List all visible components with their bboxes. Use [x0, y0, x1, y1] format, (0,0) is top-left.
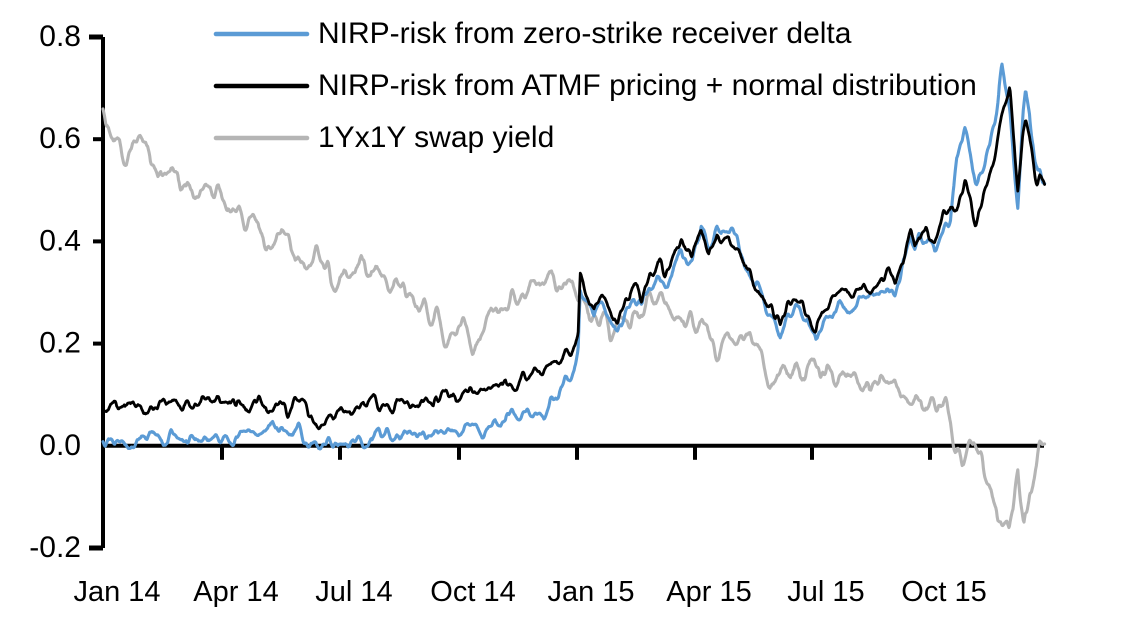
svg-text:Oct 15: Oct 15: [901, 576, 986, 608]
svg-text:Jan 14: Jan 14: [73, 576, 160, 608]
svg-text:-0.2: -0.2: [29, 531, 81, 564]
svg-text:Apr 14: Apr 14: [193, 576, 278, 608]
svg-text:1Yx1Y swap yield: 1Yx1Y swap yield: [318, 121, 554, 154]
svg-text:0.6: 0.6: [39, 122, 81, 155]
svg-text:Oct 14: Oct 14: [430, 576, 515, 608]
svg-text:0.0: 0.0: [39, 429, 81, 462]
svg-text:NIRP-risk from ATMF pricing +: NIRP-risk from ATMF pricing + normal dis…: [318, 69, 977, 102]
svg-text:0.2: 0.2: [39, 327, 81, 360]
svg-text:Jan 15: Jan 15: [547, 576, 634, 608]
svg-text:Jul 14: Jul 14: [315, 576, 392, 608]
svg-text:Apr 15: Apr 15: [666, 576, 751, 608]
svg-text:0.4: 0.4: [39, 224, 81, 257]
svg-text:NIRP-risk from zero-strike rec: NIRP-risk from zero-strike receiver delt…: [318, 17, 852, 50]
svg-text:Jul 15: Jul 15: [787, 576, 864, 608]
svg-text:0.8: 0.8: [39, 20, 81, 53]
